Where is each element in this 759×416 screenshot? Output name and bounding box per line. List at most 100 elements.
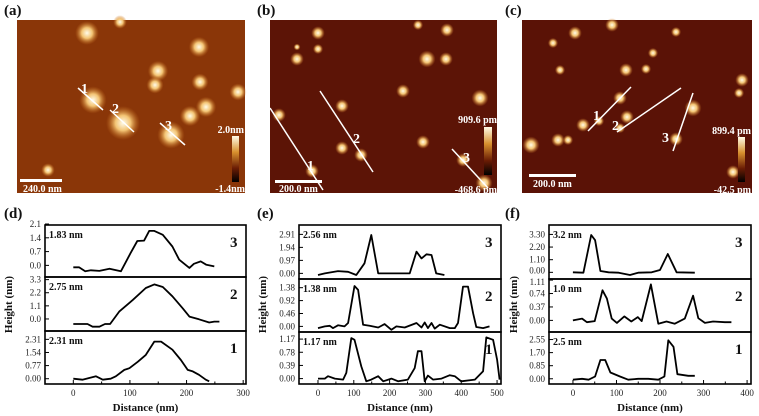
color-bar-min: -1.4nm <box>215 184 245 195</box>
profile-chart-d: 0.0 0.7 1.4 2.1 1.83 nm 3 0.0 1.1 2.2 3.3 2.75 nm 2… <box>3 219 250 414</box>
y-tick-label: 2.1 <box>30 219 41 229</box>
particle <box>113 15 127 29</box>
peak-height-label: 2.31 nm <box>49 336 84 347</box>
subplot-1: 0.00 0.77 1.54 2.31 2.31 nm 1 <box>25 330 247 385</box>
scan-line-3 <box>451 148 489 189</box>
particle <box>733 87 745 99</box>
x-tick-label: 0 <box>316 388 321 398</box>
particle <box>229 83 247 101</box>
particle <box>726 165 740 179</box>
subplot-3: 0.0 0.7 1.4 2.1 1.83 nm 3 <box>30 219 247 278</box>
curve-number-label: 3 <box>735 235 743 251</box>
y-tick-label: 0.85 <box>529 361 545 371</box>
scan-line-label: 1 <box>593 109 600 124</box>
particle <box>188 36 210 58</box>
profile-curve-3 <box>572 234 695 276</box>
panel-label-a: (a) <box>4 3 22 19</box>
particle <box>146 76 164 94</box>
afm-image-a: 1 2 3 240.0 nm 2.0nm -1.4nm <box>17 15 247 195</box>
profile-curve-2 <box>73 283 220 328</box>
x-tick-label: 500 <box>490 388 504 398</box>
peak-height-label: 1.83 nm <box>49 230 84 241</box>
profile-chart-f: 0.001.102.203.30 3.2 nm 30.000.370.741.111… <box>508 224 754 414</box>
x-tick-label: 0 <box>571 388 576 398</box>
particle <box>619 63 633 77</box>
y-tick-label: 2.91 <box>279 229 295 239</box>
profile-curve-1 <box>572 339 695 381</box>
particle <box>647 47 659 59</box>
particle <box>471 89 489 107</box>
y-tick-label: 0.39 <box>279 360 295 370</box>
particle <box>396 84 410 98</box>
profile-curve-3 <box>73 229 215 273</box>
peak-height-label: 2.5 nm <box>553 337 583 348</box>
y-tick-label: 0.92 <box>279 296 295 306</box>
particle <box>157 121 185 149</box>
subplot-2: 0.0 1.1 2.2 3.3 2.75 nm 2 <box>30 275 247 332</box>
particle <box>335 141 349 155</box>
y-tick-label: 1.38 <box>279 283 295 293</box>
subplot-3: 0.001.10 2.20 3.30 3.2 nm 3 <box>529 224 752 280</box>
y-tick-label: 0.00 <box>25 374 41 384</box>
color-bar-max: 2.0nm <box>218 125 245 136</box>
subplot-2: 0.00 0.37 0.74 1.11 1.0 nm 2 <box>529 277 752 333</box>
particle <box>547 37 559 49</box>
panel-label-d: (d) <box>4 206 22 222</box>
scale-bar <box>529 174 576 177</box>
y-tick-label: 0.78 <box>279 347 295 357</box>
y-tick-label: 1.1 <box>30 301 41 311</box>
y-axis-label: Height (nm) <box>3 276 15 333</box>
scan-line-label: 3 <box>662 131 669 146</box>
scan-line-3 <box>159 122 186 146</box>
y-tick-label: 0.77 <box>25 361 41 371</box>
peak-height-label: 2.75 nm <box>49 282 84 293</box>
particle <box>412 19 424 31</box>
panel-label-b: (b) <box>257 3 275 19</box>
profile-curve-1 <box>73 340 210 383</box>
y-axis-label: Height (nm) <box>508 276 520 333</box>
y-tick-label: 0.97 <box>279 255 295 265</box>
y-tick-label: 0.00 <box>279 268 295 278</box>
color-bar <box>738 137 745 182</box>
subplot-1: 0.00 0.85 1.70 2.55 2.5 nm 1 <box>529 331 752 385</box>
y-tick-label: 0.00 <box>529 374 545 384</box>
y-tick-label: 0.0 <box>30 260 42 270</box>
scan-line-label: 3 <box>165 119 172 134</box>
color-bar-min: -468.6 pm <box>455 185 498 196</box>
particle <box>614 122 626 134</box>
curve-number-label: 3 <box>485 235 493 251</box>
scan-line-2 <box>109 109 135 133</box>
profile-chart-e: 0.00 0.97 1.94 2.91 2.56 nm 3 0.00 0.46 0.92 1.38… <box>257 224 504 414</box>
scale-bar-label: 240.0 nm <box>23 184 63 195</box>
curve-number-label: 2 <box>485 289 493 305</box>
peak-height-label: 3.2 nm <box>553 230 583 241</box>
scan-line-label: 1 <box>81 82 88 97</box>
subplot-1: 0.00 0.39 0.78 1.17 1.17 nm 1 <box>279 331 502 385</box>
profile-curve-2 <box>317 285 490 331</box>
y-tick-label: 2.31 <box>25 334 41 344</box>
particle <box>640 63 652 75</box>
particle <box>312 43 324 55</box>
y-tick-label: 2.55 <box>529 335 545 345</box>
x-tick-label: 200 <box>180 388 194 398</box>
y-tick-label: 0.00 <box>529 266 545 276</box>
subplot-frame <box>44 330 247 385</box>
y-tick-label: 1.17 <box>279 334 295 344</box>
particle <box>568 26 582 40</box>
scan-line-label: 3 <box>463 151 470 166</box>
x-tick-label: 0 <box>71 388 76 398</box>
x-tick-label: 300 <box>697 388 711 398</box>
curve-number-label: 1 <box>485 342 493 358</box>
particle <box>605 18 619 32</box>
y-tick-label: 0.0 <box>30 314 42 324</box>
particle <box>735 73 749 87</box>
peak-height-label: 1.0 nm <box>553 284 583 295</box>
x-tick-label: 400 <box>740 388 754 398</box>
particle <box>311 26 325 40</box>
scan-line-1 <box>587 86 632 132</box>
particle <box>620 110 634 124</box>
profile-curve-2 <box>572 283 732 325</box>
y-tick-label: 1.4 <box>30 233 42 243</box>
curve-number-label: 2 <box>230 287 238 303</box>
profile-curve-1 <box>318 336 501 383</box>
